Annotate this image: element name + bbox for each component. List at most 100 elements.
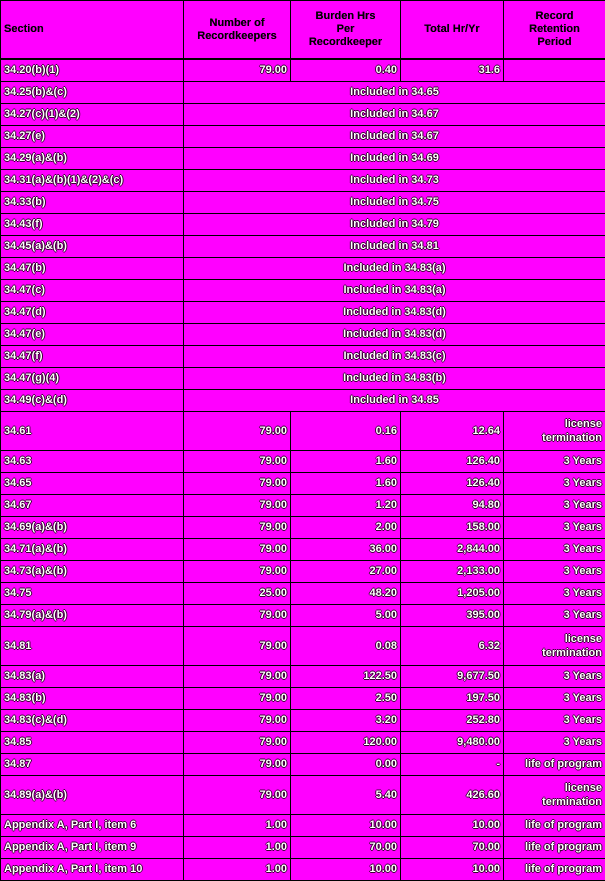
cell-number-of-recordkeepers: 79.00 [184, 666, 291, 688]
column-header-line: Section [4, 23, 44, 35]
cell-section: 34.89(a)&(b) [1, 776, 184, 815]
cell-total-hr-yr: 2,844.00 [401, 539, 504, 561]
cell-burden-hrs-per-recordkeeper: 0.00 [291, 754, 401, 776]
cell-included-note: Included in 34.75 [184, 192, 605, 214]
cell-section: 34.47(c) [1, 280, 184, 302]
cell-number-of-recordkeepers: 79.00 [184, 59, 291, 82]
cell-number-of-recordkeepers: 79.00 [184, 495, 291, 517]
table-row: 34.47(d)Included in 34.83(d) [1, 302, 605, 324]
cell-section: 34.69(a)&(b) [1, 517, 184, 539]
column-header-line: Recordkeepers [197, 30, 277, 42]
retention-line: termination [542, 432, 602, 444]
cell-total-hr-yr: 158.00 [401, 517, 504, 539]
cell-section: 34.83(c)&(d) [1, 710, 184, 732]
cell-section: 34.33(b) [1, 192, 184, 214]
cell-total-hr-yr: 126.40 [401, 451, 504, 473]
table-row: 34.45(a)&(b)Included in 34.81 [1, 236, 605, 258]
cell-included-note: Included in 34.83(a) [184, 280, 605, 302]
cell-record-retention-period: life of program [504, 815, 605, 837]
cell-burden-hrs-per-recordkeeper: 36.00 [291, 539, 401, 561]
cell-number-of-recordkeepers: 79.00 [184, 776, 291, 815]
cell-total-hr-yr: 31.6 [401, 59, 504, 82]
cell-burden-hrs-per-recordkeeper: 0.40 [291, 59, 401, 82]
cell-section: 34.49(c)&(d) [1, 390, 184, 412]
cell-record-retention-period [504, 59, 605, 82]
cell-section: 34.47(f) [1, 346, 184, 368]
cell-number-of-recordkeepers: 79.00 [184, 561, 291, 583]
cell-total-hr-yr: 197.50 [401, 688, 504, 710]
column-header-line: Recordkeeper [309, 36, 382, 48]
cell-included-note: Included in 34.85 [184, 390, 605, 412]
cell-total-hr-yr: 94.80 [401, 495, 504, 517]
cell-burden-hrs-per-recordkeeper: 0.16 [291, 412, 401, 451]
cell-total-hr-yr: 395.00 [401, 605, 504, 627]
cell-section: 34.83(b) [1, 688, 184, 710]
table-row: 34.33(b)Included in 34.75 [1, 192, 605, 214]
cell-section: 34.27(c)(1)&(2) [1, 104, 184, 126]
cell-burden-hrs-per-recordkeeper: 10.00 [291, 859, 401, 881]
cell-section: 34.63 [1, 451, 184, 473]
cell-record-retention-period: 3 Years [504, 561, 605, 583]
cell-included-note: Included in 34.73 [184, 170, 605, 192]
cell-record-retention-period: 3 Years [504, 666, 605, 688]
cell-record-retention-period: 3 Years [504, 710, 605, 732]
cell-section: 34.29(a)&(b) [1, 148, 184, 170]
cell-total-hr-yr: - [401, 754, 504, 776]
cell-record-retention-period: 3 Years [504, 495, 605, 517]
table-row: 34.31(a)&(b)(1)&(2)&(c)Included in 34.73 [1, 170, 605, 192]
cell-burden-hrs-per-recordkeeper: 1.20 [291, 495, 401, 517]
cell-included-note: Included in 34.83(d) [184, 302, 605, 324]
cell-included-note: Included in 34.81 [184, 236, 605, 258]
column-header-line: Burden Hrs [316, 10, 376, 22]
cell-burden-hrs-per-recordkeeper: 27.00 [291, 561, 401, 583]
table-row: 34.47(c)Included in 34.83(a) [1, 280, 605, 302]
cell-total-hr-yr: 6.32 [401, 627, 504, 666]
cell-burden-hrs-per-recordkeeper: 10.00 [291, 815, 401, 837]
cell-number-of-recordkeepers: 79.00 [184, 754, 291, 776]
cell-section: 34.73(a)&(b) [1, 561, 184, 583]
cell-section: 34.27(e) [1, 126, 184, 148]
column-header-line: Number of [210, 17, 265, 29]
cell-section: 34.65 [1, 473, 184, 495]
cell-burden-hrs-per-recordkeeper: 1.60 [291, 451, 401, 473]
retention-line: termination [542, 796, 602, 808]
table-row: 34.47(e)Included in 34.83(d) [1, 324, 605, 346]
cell-section: Appendix A, Part I, item 9 [1, 837, 184, 859]
cell-record-retention-period: 3 Years [504, 517, 605, 539]
column-header-line: Record [536, 10, 574, 22]
cell-total-hr-yr: 10.00 [401, 859, 504, 881]
cell-section: 34.47(d) [1, 302, 184, 324]
cell-record-retention-period: life of program [504, 837, 605, 859]
cell-section: 34.45(a)&(b) [1, 236, 184, 258]
cell-burden-hrs-per-recordkeeper: 70.00 [291, 837, 401, 859]
cell-record-retention-period: 3 Years [504, 688, 605, 710]
cell-number-of-recordkeepers: 1.00 [184, 837, 291, 859]
cell-total-hr-yr: 10.00 [401, 815, 504, 837]
cell-burden-hrs-per-recordkeeper: 120.00 [291, 732, 401, 754]
cell-section: 34.81 [1, 627, 184, 666]
cell-included-note: Included in 34.83(c) [184, 346, 605, 368]
cell-number-of-recordkeepers: 79.00 [184, 627, 291, 666]
cell-burden-hrs-per-recordkeeper: 2.00 [291, 517, 401, 539]
column-header-line: Retention [529, 23, 580, 35]
cell-record-retention-period: 3 Years [504, 473, 605, 495]
retention-line: termination [542, 647, 602, 659]
table-row: 34.47(b)Included in 34.83(a) [1, 258, 605, 280]
cell-record-retention-period: 3 Years [504, 583, 605, 605]
